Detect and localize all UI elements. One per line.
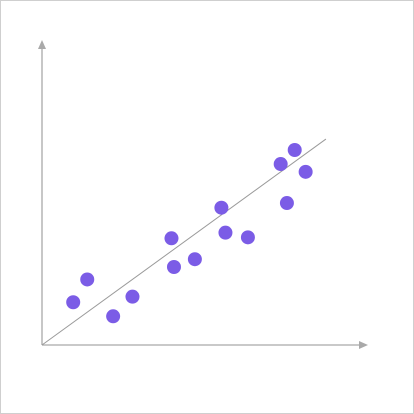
data-point bbox=[80, 272, 95, 287]
data-point bbox=[287, 143, 302, 157]
data-point bbox=[273, 157, 288, 172]
data-point bbox=[106, 309, 121, 324]
data-point bbox=[279, 196, 294, 211]
trendline bbox=[41, 138, 327, 346]
axes bbox=[38, 40, 368, 349]
data-point bbox=[164, 231, 179, 246]
data-point bbox=[298, 164, 313, 179]
data-point bbox=[214, 200, 229, 215]
data-point bbox=[187, 252, 202, 267]
trendline-group bbox=[41, 138, 327, 346]
data-point bbox=[240, 230, 255, 245]
data-point bbox=[166, 260, 181, 274]
data-points bbox=[66, 143, 313, 324]
data-point bbox=[66, 295, 81, 310]
data-point bbox=[125, 289, 140, 304]
data-point bbox=[218, 225, 233, 240]
